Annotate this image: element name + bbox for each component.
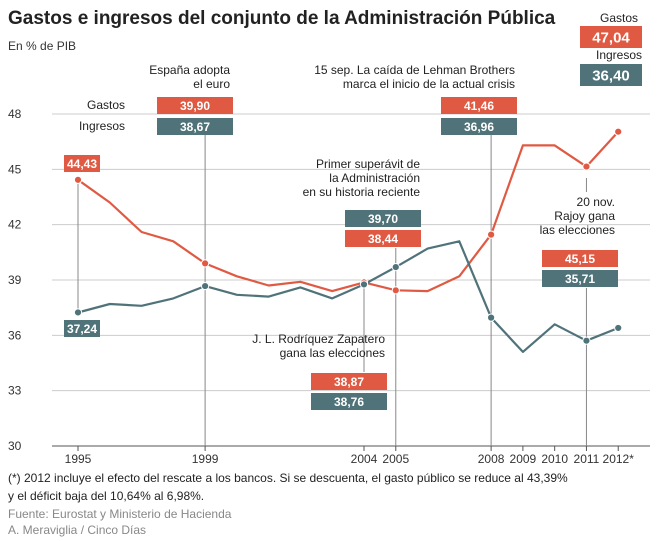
x-tick-label: 2005 [382,452,409,466]
value-label-box [157,97,233,114]
value-label-ingresos: 36,96 [464,120,494,134]
value-label-box [542,270,618,287]
legend-label-ingresos: Ingresos [79,119,125,133]
annotation-text-2004: J. L. Rodríquez Zapatero [252,332,385,346]
value-label-ingresos: 38,76 [334,395,364,409]
data-point-ingresos-1995 [73,308,83,317]
value-label-gastos: 47,04 [592,30,630,47]
value-label-ingresos: 37,24 [67,322,97,336]
data-point-ingresos-2008 [487,313,496,322]
value-label-box [580,64,642,86]
y-tick-label: 48 [8,107,22,121]
value-label-ingresos: 39,70 [368,212,398,226]
value-label-gastos: 44,43 [67,157,97,171]
data-point-ingresos-1999 [201,281,210,291]
series-line-ingresos [77,240,619,353]
chart-title: Gastos e ingresos del conjunto de la Adm… [8,8,556,29]
source-line-2: A. Meraviglia / Cinco Días [8,523,147,537]
y-tick-label: 42 [8,218,22,232]
y-tick-label: 39 [8,273,22,287]
line-chart: 30 33 36 39 42 45 48 1995 1999 2004 2005 2008 2009 20… [8,11,650,466]
data-point-gastos-2005 [391,286,400,295]
annotation-text-2011: Rajoy gana [554,209,615,223]
x-tick-label: 2011 [574,452,600,466]
value-label-gastos: 45,15 [565,252,595,266]
x-tick-label: 1995 [65,452,92,466]
footnote-line-1: (*) 2012 incluye el efecto del rescate a… [8,471,568,485]
value-label-gastos: 41,46 [464,99,494,113]
x-tick-label: 2012* [603,452,635,466]
footnote-line-2: y el déficit baja del 10,64% al 6,98%. [8,489,205,503]
legend-label-ingresos: Ingresos [596,48,642,62]
chart-subtitle: En % de PIB [8,39,77,53]
data-point-ingresos-2012 [614,323,623,333]
annotation-text-2005: en su historia reciente [303,185,421,199]
value-label-ingresos: 38,67 [180,120,210,134]
x-tick-label: 2004 [351,452,378,466]
value-label-ingresos: 36,40 [592,68,630,85]
data-point-ingresos-2004 [359,280,369,289]
value-label-box [441,118,517,135]
legend-label-gastos: Gastos [600,11,638,25]
value-label-gastos: 39,90 [180,99,210,113]
series-line-gastos [77,130,620,293]
annotation-text-2004: gana las elecciones [280,346,385,360]
y-tick-label: 45 [8,162,22,176]
y-tick-label: 30 [8,439,22,453]
annotation-text-1999: el euro [193,77,230,91]
value-label-ingresos: 35,71 [565,272,595,286]
data-point-gastos-1999 [201,259,210,268]
annotation-text-2005: Primer superávit de [316,157,420,171]
footnote: (*) 2012 incluye el efecto del rescate a… [8,469,648,505]
data-point-gastos-2012 [614,127,623,136]
annotation-text-2008: marca el inicio de la actual crisis [343,77,515,91]
legend-label-gastos: Gastos [87,98,125,112]
data-point-gastos-1995 [73,175,83,184]
y-tick-label: 33 [8,384,22,398]
value-label-gastos: 38,87 [334,375,364,389]
value-label-box [345,210,421,227]
data-point-gastos-2011 [582,162,591,171]
value-label-box [64,320,100,337]
annotation-text-2011: las elecciones [540,223,615,237]
annotation-text-1999: España adopta [149,63,230,77]
source-line-1: Fuente: Eurostat y Ministerio de Haciend… [8,507,232,521]
x-tick-label: 2009 [510,452,537,466]
value-label-box [311,393,387,410]
value-label-gastos: 38,44 [368,232,398,246]
value-label-box [441,97,517,114]
source-credit: Fuente: Eurostat y Ministerio de Haciend… [8,506,231,538]
annotation-text-2008: 15 sep. La caída de Lehman Brothers [314,63,515,77]
annotation-text-2005: la Administración [329,171,420,185]
y-tick-label: 36 [8,328,22,342]
value-label-box [64,155,100,172]
data-point-ingresos-2005 [391,262,400,272]
x-tick-label: 1999 [192,452,219,466]
value-label-box [157,118,233,135]
data-point-ingresos-2011 [582,336,591,345]
x-tick-label: 2008 [478,452,505,466]
annotation-text-2011: 20 nov. [577,195,615,209]
value-label-box [345,230,421,247]
value-label-box [311,373,387,390]
data-point-gastos-2008 [487,230,496,239]
value-label-box [580,26,642,48]
value-label-box [542,250,618,267]
x-tick-label: 2010 [541,452,568,466]
